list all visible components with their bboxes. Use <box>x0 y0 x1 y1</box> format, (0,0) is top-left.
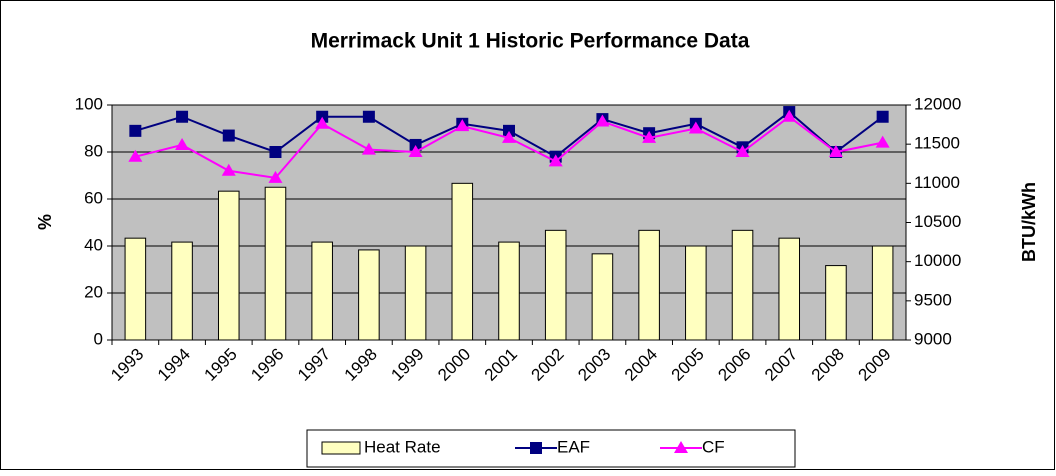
legend-label: Heat Rate <box>364 437 441 456</box>
y-tick-label: 40 <box>84 235 103 254</box>
marker <box>316 110 329 123</box>
marker <box>409 138 422 151</box>
y2-tick-label: 9500 <box>914 290 952 309</box>
marker <box>129 124 142 137</box>
marker <box>642 130 657 143</box>
marker <box>502 130 516 143</box>
y2-tick-label: 10500 <box>914 212 961 231</box>
legend-label: CF <box>702 437 725 456</box>
marker <box>828 145 843 157</box>
marker <box>315 116 330 129</box>
marker <box>222 129 235 142</box>
bar <box>685 245 707 341</box>
y2-tick-label: 11500 <box>914 134 960 153</box>
marker <box>361 142 376 155</box>
marker <box>595 114 610 127</box>
marker <box>268 170 283 183</box>
bar <box>311 241 333 341</box>
bar <box>591 253 614 341</box>
y2-tick-label: 12000 <box>914 94 961 113</box>
marker <box>455 119 470 132</box>
bar <box>264 186 287 341</box>
marker <box>503 124 515 137</box>
bar <box>825 265 847 341</box>
marker <box>876 110 889 123</box>
bar <box>404 245 427 341</box>
marker <box>735 145 750 157</box>
y2-tick-label: 11000 <box>914 173 960 192</box>
marker <box>875 135 890 148</box>
bar <box>731 229 754 341</box>
y-tick-label: 20 <box>84 282 103 301</box>
legend-label: EAF <box>557 437 590 456</box>
bar <box>217 190 240 341</box>
bar <box>778 237 801 341</box>
y2-tick-label: 10000 <box>914 251 961 270</box>
y-tick-label: 80 <box>84 141 103 160</box>
bar <box>498 241 520 341</box>
bar <box>638 229 660 341</box>
bar <box>124 237 147 341</box>
bar <box>451 182 474 341</box>
marker <box>782 109 797 122</box>
y-axis-label: % <box>35 214 55 230</box>
bar <box>871 245 894 341</box>
bar <box>544 229 567 341</box>
marker <box>362 110 375 123</box>
legend-marker <box>530 442 542 454</box>
y-tick-label: 0 <box>94 329 103 348</box>
marker <box>269 146 282 158</box>
y-tick-label: 100 <box>75 94 103 113</box>
marker <box>221 163 236 176</box>
marker <box>548 154 563 167</box>
marker <box>128 149 143 162</box>
bar <box>171 241 193 341</box>
y-tick-label: 60 <box>84 188 103 207</box>
chart-title: Merrimack Unit 1 Historic Performance Da… <box>311 30 750 53</box>
y2-tick-label: 9000 <box>914 329 952 348</box>
marker <box>688 121 703 134</box>
legend-swatch <box>321 441 361 455</box>
marker <box>176 110 189 123</box>
marker <box>408 145 423 157</box>
y2-axis-label: BTU/kWh <box>1019 182 1039 262</box>
bar <box>358 249 380 341</box>
marker <box>175 137 190 150</box>
legend-marker <box>674 441 688 453</box>
